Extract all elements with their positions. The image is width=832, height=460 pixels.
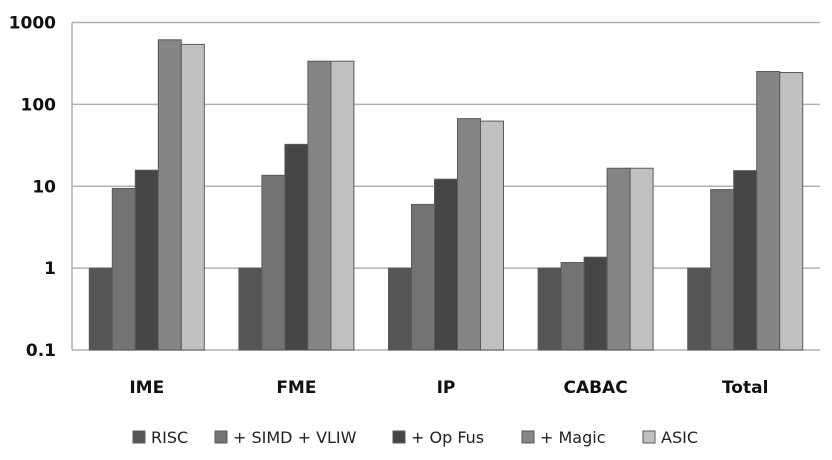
legend-swatch-icon [132, 430, 146, 444]
bar-total-0 [687, 267, 712, 351]
y-tick-label: 100 [21, 95, 57, 115]
legend-swatch-icon [521, 430, 535, 444]
legend: RISC + SIMD + VLIW + Op Fus + Magic ASIC [132, 428, 698, 447]
legend-label: + SIMD + VLIW [233, 428, 357, 447]
bar-cabac-0 [537, 267, 562, 351]
x-tick-label: IME [129, 378, 164, 398]
y-tick-label: 1000 [9, 14, 56, 34]
bar-ip-1 [411, 203, 435, 351]
bar-fme-0 [238, 267, 263, 351]
bar-total-2 [733, 170, 758, 351]
x-axis: IME FME IP CABAC Total [129, 378, 768, 398]
y-tick-label: 0.1 [26, 341, 56, 361]
y-tick-label: 10 [32, 177, 56, 197]
x-tick-label: IP [437, 378, 456, 398]
legend-swatch-icon [392, 430, 406, 444]
bar-ime-1 [111, 187, 136, 351]
bar-cabac-4 [629, 167, 654, 351]
legend-label: RISC [151, 428, 188, 447]
x-tick-label: FME [276, 378, 316, 398]
legend-swatch-icon [214, 430, 228, 444]
bar-ip-3 [457, 118, 481, 351]
bar-fme-2 [284, 143, 309, 351]
legend-label: + Op Fus [411, 428, 484, 447]
bar-fme-3 [307, 60, 332, 351]
x-tick-label: CABAC [563, 378, 627, 398]
bar-total-3 [756, 71, 781, 351]
bar-fme-4 [330, 60, 355, 351]
legend-label: ASIC [661, 428, 698, 447]
bar-ime-4 [180, 43, 205, 351]
bar-total-1 [710, 189, 735, 351]
x-tick-label: Total [722, 378, 768, 398]
bar-total-4 [779, 72, 804, 351]
legend-label: + Magic [540, 428, 606, 447]
legend-swatch-icon [642, 430, 656, 444]
bar-cabac-3 [606, 167, 631, 351]
bars [88, 39, 804, 351]
bar-ip-2 [434, 178, 458, 351]
bar-fme-1 [261, 174, 286, 351]
bar-ip-4 [480, 120, 504, 351]
bar-ip-0 [388, 267, 412, 351]
y-tick-label: 1 [44, 259, 56, 279]
bar-ime-3 [157, 39, 182, 351]
bar-ime-2 [134, 169, 159, 351]
y-axis: 0.1 1 10 100 1000 [9, 14, 56, 362]
bar-ime-0 [88, 267, 113, 351]
bar-cabac-2 [583, 256, 608, 351]
bar-cabac-1 [560, 262, 585, 351]
